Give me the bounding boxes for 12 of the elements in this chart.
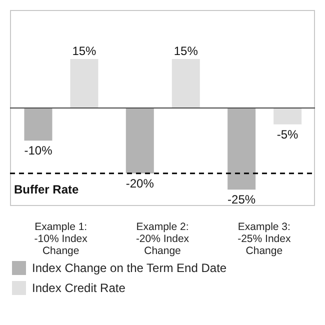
legend-label: Index Credit Rate (32, 281, 126, 295)
data-label: -20% (126, 176, 154, 190)
x-tick-label: Example 3: -25% Index Change (238, 221, 292, 257)
data-label: -25% (228, 192, 256, 207)
x-tick-label: Example 1: -10% Index Change (34, 221, 88, 257)
data-label: 15% (174, 44, 198, 58)
data-label: -10% (24, 144, 53, 158)
data-label: -5% (276, 127, 299, 142)
x-tick-label: Example 2: -20% Index Change (136, 221, 190, 257)
legend-label: Index Change on the Term End Date (32, 261, 227, 275)
data-label: 15% (72, 44, 97, 58)
ref-line-label: Buffer Rate (14, 182, 79, 196)
